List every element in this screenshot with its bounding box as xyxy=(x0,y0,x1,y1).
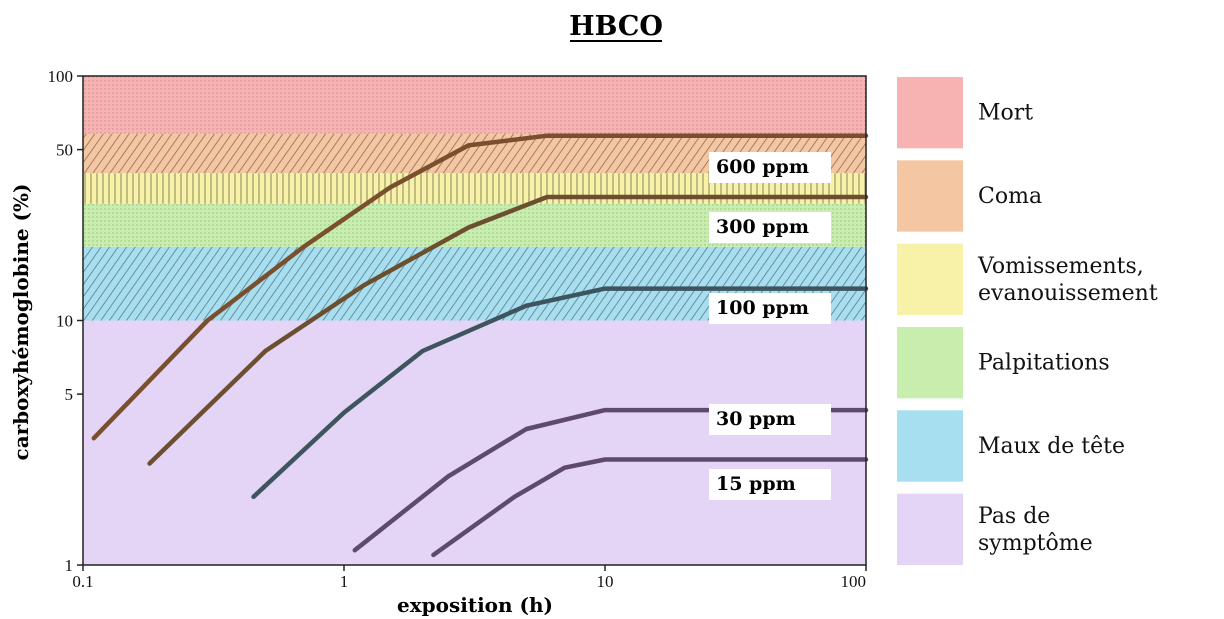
band-texture-0 xyxy=(83,76,866,134)
y-tick-label-0: 1 xyxy=(65,556,74,575)
series-label-box-3 xyxy=(709,404,831,435)
legend-label-2: Vomissements, evanouissement xyxy=(977,254,1158,306)
series-line-2 xyxy=(251,286,869,500)
legend-swatch-4 xyxy=(897,410,963,482)
series-label-box-1 xyxy=(709,212,831,243)
series-line-3 xyxy=(352,407,869,553)
legend-swatch-0 xyxy=(897,77,963,149)
x-tick-label-3: 100 xyxy=(841,572,867,591)
y-tick-label-4: 100 xyxy=(48,67,74,86)
series-label-1: 300 ppm xyxy=(716,216,809,238)
x-tick-label-2: 10 xyxy=(597,572,614,591)
series-line-4 xyxy=(431,457,869,558)
legend-swatch-3 xyxy=(897,327,963,399)
series-label-0: 600 ppm xyxy=(716,156,809,178)
y-axis-label: carboxyhémoglobine (%) xyxy=(9,184,33,461)
legend-swatch-2 xyxy=(897,243,963,315)
series-label-box-2 xyxy=(709,293,831,324)
series-label-box-0 xyxy=(709,152,831,183)
chart-title: HBCO xyxy=(569,11,663,42)
series-label-box-4 xyxy=(709,469,831,500)
series-label-3: 30 ppm xyxy=(716,408,796,430)
y-tick-label-1: 5 xyxy=(65,385,74,404)
legend-swatch-1 xyxy=(897,160,963,232)
y-tick-label-2: 10 xyxy=(56,312,73,331)
x-axis-label: exposition (h) xyxy=(397,593,553,617)
series-label-2: 100 ppm xyxy=(716,297,809,319)
series-labels: 600 ppm 300 ppm 100 ppm 30 ppm 15 ppm xyxy=(709,152,831,500)
y-tick-label-3: 50 xyxy=(56,141,73,160)
legend-label-0: Mort xyxy=(978,101,1033,126)
series-line-0 xyxy=(91,133,869,441)
series-line-1 xyxy=(147,194,869,466)
legend-label-3: Palpitations xyxy=(978,351,1110,376)
legend-swatch-5 xyxy=(897,493,963,565)
legend-label-4: Maux de tête xyxy=(978,434,1125,459)
legend-label-5: Pas de symptôme xyxy=(978,504,1093,556)
x-tick-label-0: 0.1 xyxy=(72,572,93,591)
legend-label-1: Coma xyxy=(978,184,1042,209)
series-label-4: 15 ppm xyxy=(716,473,796,495)
legend: Mort Coma Vomissements, evanouissement Palpi… xyxy=(897,77,1158,565)
series-lines xyxy=(91,133,869,558)
x-tick-label-1: 1 xyxy=(340,572,349,591)
band-5 xyxy=(83,320,866,565)
